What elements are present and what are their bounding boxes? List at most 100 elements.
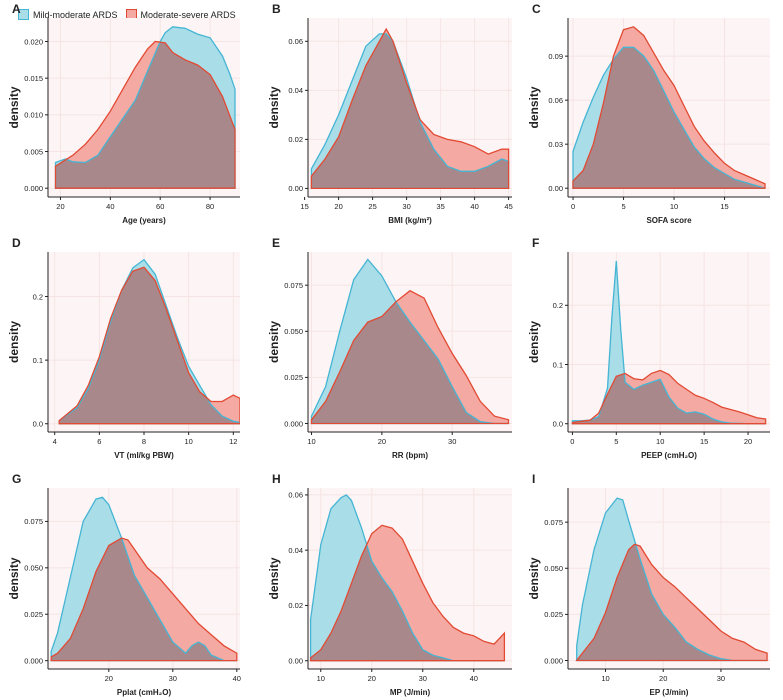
panel-f-line-moderate xyxy=(571,369,767,425)
panel-e-xtick-label-2: 30 xyxy=(448,437,456,446)
panel-a-xtick-label-0: 20 xyxy=(56,202,64,211)
panel-b-xtick-label-4: 35 xyxy=(436,202,444,211)
panel-d-ytick-label-0: 0.0 xyxy=(33,420,43,429)
panel-g-line-moderate xyxy=(50,537,238,662)
panel-c-line-mild xyxy=(572,46,766,189)
panel-d-area-overlap xyxy=(59,267,241,424)
panel-g-ytick-label-2: 0.050 xyxy=(24,564,43,573)
panel-a-xtick-label-2: 60 xyxy=(156,202,164,211)
panel-d-xtick-label-0: 4 xyxy=(53,437,57,446)
panel-a-xtick-label-3: 80 xyxy=(206,202,214,211)
panel-c-line-moderate xyxy=(572,26,766,189)
panel-e-ytick-label-1: 0.025 xyxy=(284,373,303,382)
panel-h-ytick-label-1: 0.02 xyxy=(288,601,303,610)
panel-a-ytick-label-2: 0.010 xyxy=(24,111,43,120)
panel-e-letter: E xyxy=(272,236,280,250)
panel-b-xtick-label-6: 45 xyxy=(504,202,512,211)
panel-h-ytick-label-0: 0.00 xyxy=(288,657,303,666)
panel-d-xtick-label-1: 6 xyxy=(97,437,101,446)
panel-f-ytick-label-1: 0.1 xyxy=(553,360,563,369)
panel-c: 0.00 0.03 0.06 0.09 0 5 10 15 SOFA score density C xyxy=(527,2,770,225)
panel-c-ytick-label-2: 0.06 xyxy=(548,96,563,105)
panel-b-xtick-label-1: 20 xyxy=(334,202,342,211)
panel-d-ytick-label-1: 0.1 xyxy=(33,356,43,365)
panel-e: 0.000 0.025 0.050 0.075 10 20 30 RR (bpm) densit… xyxy=(267,236,512,460)
panel-i-xlabel: EP (J/min) xyxy=(650,688,689,697)
panel-i-xtick-label-2: 30 xyxy=(717,674,725,683)
panel-c-ylabel: density xyxy=(527,86,541,128)
panel-h-letter: H xyxy=(272,472,281,486)
panel-a-line-mild xyxy=(54,26,236,189)
panel-c-xtick-label-3: 15 xyxy=(720,202,728,211)
panel-h-ylabel: density xyxy=(267,557,281,599)
panel-h-ytick-label-3: 0.06 xyxy=(288,491,303,500)
panel-a-line-moderate xyxy=(54,40,236,189)
panel-e-xtick-label-1: 20 xyxy=(378,437,386,446)
panel-h-xtick-label-3: 40 xyxy=(470,674,478,683)
panel-b-xtick-label-2: 25 xyxy=(368,202,376,211)
panel-i-ylabel: density xyxy=(527,557,541,599)
panel-b-ytick-label-2: 0.04 xyxy=(288,86,303,95)
panel-g-xtick-label-1: 30 xyxy=(169,674,177,683)
panel-a: 0.000 0.005 0.010 0.015 0.020 20 40 60 80 Age (ye… xyxy=(7,2,240,225)
panel-h-line-moderate xyxy=(309,524,506,662)
panel-h-ytick-label-2: 0.04 xyxy=(288,546,303,555)
panel-c-xtick-label-1: 5 xyxy=(621,202,625,211)
panel-f-ytick-label-2: 0.2 xyxy=(553,301,563,310)
panel-i-letter: I xyxy=(532,472,535,486)
panel-f: 0.0 0.1 0.2 0 5 10 15 20 PEEP (cmH₂O) density F xyxy=(527,236,770,460)
panel-b-ytick-label-1: 0.02 xyxy=(288,135,303,144)
panel-g-xtick-label-0: 20 xyxy=(105,674,113,683)
panel-d-xlabel: VT (ml/kg PBW) xyxy=(114,451,174,460)
panel-e-xtick-label-0: 10 xyxy=(307,437,315,446)
panel-b-ylabel: density xyxy=(267,86,281,128)
panel-c-xtick-label-2: 10 xyxy=(670,202,678,211)
panel-c-ytick-label-1: 0.03 xyxy=(548,140,563,149)
legend-item-mild: Mild-moderate ARDS xyxy=(18,9,118,20)
panel-b-letter: B xyxy=(272,2,281,16)
panel-f-xtick-label-3: 15 xyxy=(700,437,708,446)
panel-g-ylabel: density xyxy=(7,557,21,599)
panel-i-ytick-label-3: 0.075 xyxy=(544,518,563,527)
panel-b-xtick-label-3: 30 xyxy=(402,202,410,211)
panel-f-xtick-label-4: 20 xyxy=(744,437,752,446)
panel-b: 0.00 0.02 0.04 0.06 15 20 25 30 35 40 45 BMI (kg/m²… xyxy=(267,2,513,225)
panel-b-xtick-label-5: 40 xyxy=(470,202,478,211)
panel-e-xlabel: RR (bpm) xyxy=(392,451,428,460)
panel-d-xtick-label-3: 10 xyxy=(184,437,192,446)
panel-b-line-moderate xyxy=(310,27,510,190)
panel-c-ytick-label-3: 0.09 xyxy=(548,52,563,61)
panel-c-area-overlap xyxy=(573,47,765,189)
panel-d-letter: D xyxy=(12,236,21,250)
panel-c-ytick-label-0: 0.00 xyxy=(548,184,563,193)
panel-c-xtick-label-0: 0 xyxy=(571,202,575,211)
panel-g-line-mild xyxy=(50,496,237,662)
panel-d-xtick-label-4: 12 xyxy=(229,437,237,446)
panel-d: 0.0 0.1 0.2 4 6 8 10 12 VT (ml/kg PBW) density D xyxy=(7,236,241,460)
panel-e-ylabel: density xyxy=(267,321,281,363)
panel-a-xtick-label-1: 40 xyxy=(106,202,114,211)
panel-a-xlabel: Age (years) xyxy=(122,216,166,225)
panel-e-line-moderate xyxy=(310,289,510,425)
panel-i-ytick-label-2: 0.050 xyxy=(544,564,563,573)
panel-g: 0.000 0.025 0.050 0.075 20 30 40 Pplat (cmH₂O) d… xyxy=(7,472,241,697)
panel-g-ytick-label-0: 0.000 xyxy=(24,656,43,665)
panel-a-ylabel: density xyxy=(7,86,21,128)
panel-e-ytick-label-2: 0.050 xyxy=(284,327,303,336)
panel-a-ytick-label-3: 0.015 xyxy=(24,74,43,83)
panel-d-xtick-label-2: 8 xyxy=(142,437,146,446)
panel-a-ytick-label-1: 0.005 xyxy=(24,147,43,156)
panel-i-line-moderate xyxy=(575,543,768,662)
panel-g-letter: G xyxy=(12,472,21,486)
panel-d-ytick-label-2: 0.2 xyxy=(33,292,43,301)
panel-f-xtick-label-2: 10 xyxy=(656,437,664,446)
panel-g-xlabel: Pplat (cmH₂O) xyxy=(117,688,172,697)
panel-b-line-mild xyxy=(310,33,510,190)
panel-c-letter: C xyxy=(532,2,541,16)
panel-f-xlabel: PEEP (cmH₂O) xyxy=(641,451,697,460)
panel-c-xlabel: SOFA score xyxy=(646,216,692,225)
panel-h: 0.00 0.02 0.04 0.06 10 20 30 40 MP (J/min) densit… xyxy=(267,472,512,697)
panel-d-line-moderate xyxy=(58,266,240,425)
legend-label-mild: Mild-moderate ARDS xyxy=(33,9,118,20)
